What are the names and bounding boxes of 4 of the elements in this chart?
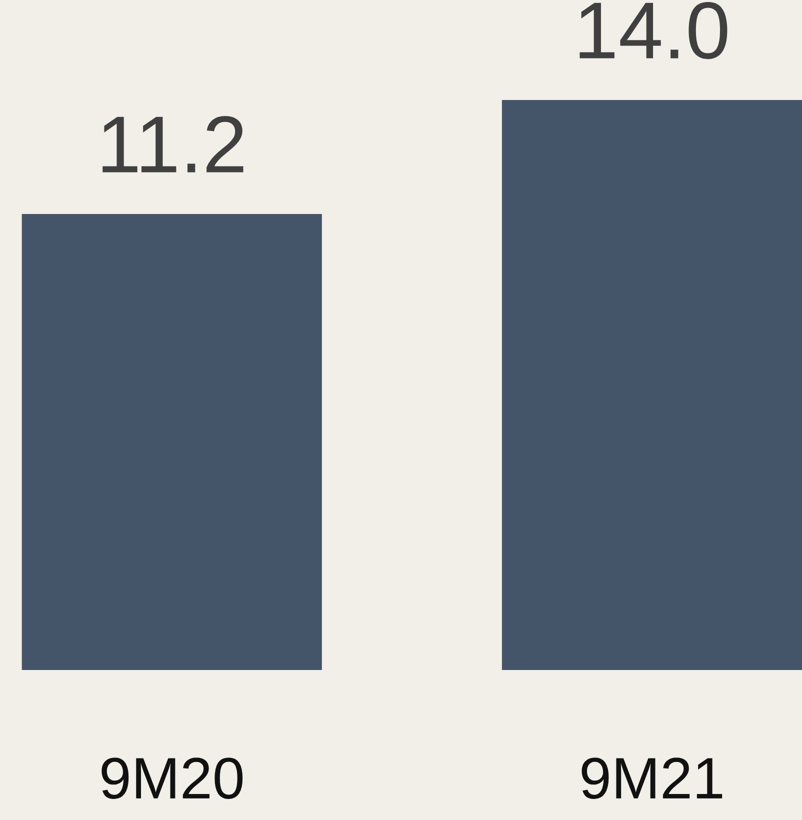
data-label: 14.0 <box>580 2 728 60</box>
x-tick-label: 9M21 <box>582 758 722 799</box>
x-tick-label: 9M20 <box>102 758 243 799</box>
data-label: 11.2 <box>102 116 244 172</box>
